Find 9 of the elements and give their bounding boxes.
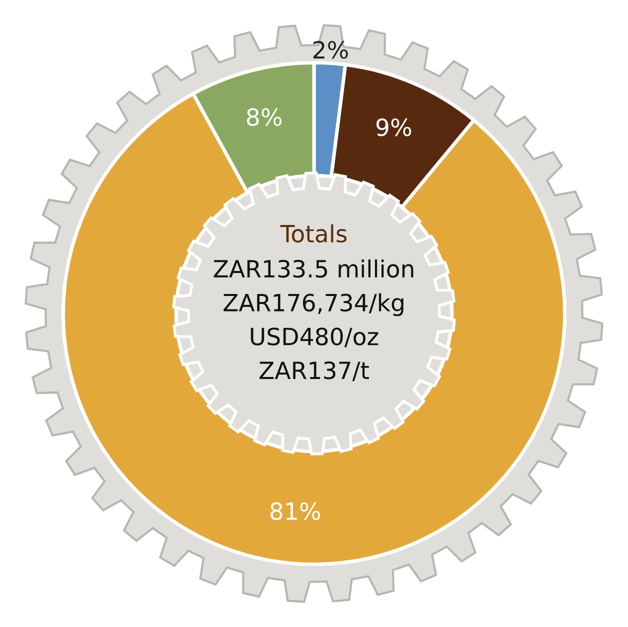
text: ZAR137/t [260, 361, 369, 382]
data-label: 2% [313, 40, 348, 59]
text: ZAR133.5 million [214, 259, 414, 278]
data-label: 8% [246, 108, 282, 126]
text: USD480/oz [250, 328, 378, 348]
text: ZAR176,734/kg [224, 293, 404, 316]
text: Totals [280, 224, 347, 243]
data-label: 81% [270, 502, 320, 520]
data-label: 9% [376, 118, 412, 136]
